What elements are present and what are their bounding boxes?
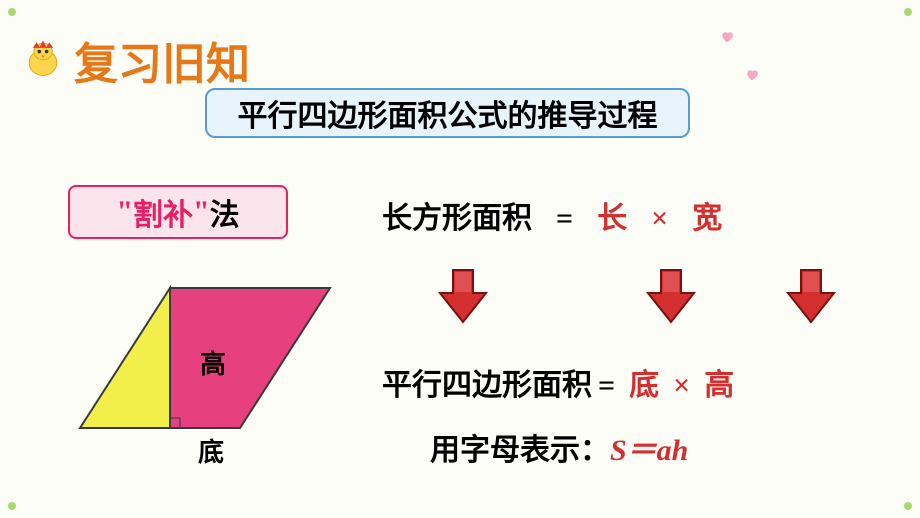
formula1-eq: = — [556, 202, 573, 236]
parallelogram-figure: 高 底 — [60, 278, 360, 478]
arrow-down-icon — [786, 268, 836, 324]
formula2-eq: = — [598, 369, 615, 403]
subtitle-box: 平行四边形面积公式的推导过程 — [205, 88, 690, 138]
slide-canvas: 复习旧知 平行四边形面积公式的推导过程 "割补" 法 高 底 长方形面积 = 长… — [0, 0, 920, 518]
arrow-down-icon — [646, 268, 696, 324]
formula1-lhs: 长方形面积 — [382, 193, 532, 237]
method-word: 割补 — [133, 190, 193, 234]
header: 复习旧知 — [20, 28, 250, 92]
method-suffix: 法 — [210, 190, 240, 234]
formula2-op: × — [673, 369, 690, 403]
formula1-term2: 宽 — [692, 193, 722, 237]
formula2-lhs: 平行四边形面积 — [382, 360, 592, 404]
method-box: "割补" 法 — [68, 185, 288, 239]
arrow-down-icon — [438, 268, 488, 324]
header-title: 复习旧知 — [74, 28, 250, 92]
letter-formula: 用字母表示：S＝ah — [430, 425, 688, 469]
formula3-expr: S＝ah — [610, 434, 688, 467]
formula1-op: × — [651, 202, 668, 236]
formula2-term2: 高 — [704, 360, 734, 404]
formula3-prefix: 用字母表示： — [430, 434, 610, 467]
quote-close: " — [193, 195, 210, 229]
arrows-row — [438, 268, 858, 338]
corner-dot — [8, 8, 16, 16]
parallelogram-area-formula: 平行四边形面积 = 底 × 高 — [382, 360, 734, 404]
rectangle-area-formula: 长方形面积 = 长 × 宽 — [382, 193, 722, 237]
formula1-term1: 长 — [597, 193, 627, 237]
chick-icon — [20, 35, 66, 86]
corner-dot — [904, 502, 912, 510]
corner-dot — [8, 502, 16, 510]
corner-dot — [904, 8, 912, 16]
heart-decor — [720, 30, 734, 44]
heart-decor — [745, 68, 759, 82]
height-label: 高 — [200, 349, 226, 379]
base-label: 底 — [198, 437, 224, 467]
quote-open: " — [116, 195, 133, 229]
formula2-term1: 底 — [629, 360, 659, 404]
subtitle-text: 平行四边形面积公式的推导过程 — [238, 91, 658, 135]
